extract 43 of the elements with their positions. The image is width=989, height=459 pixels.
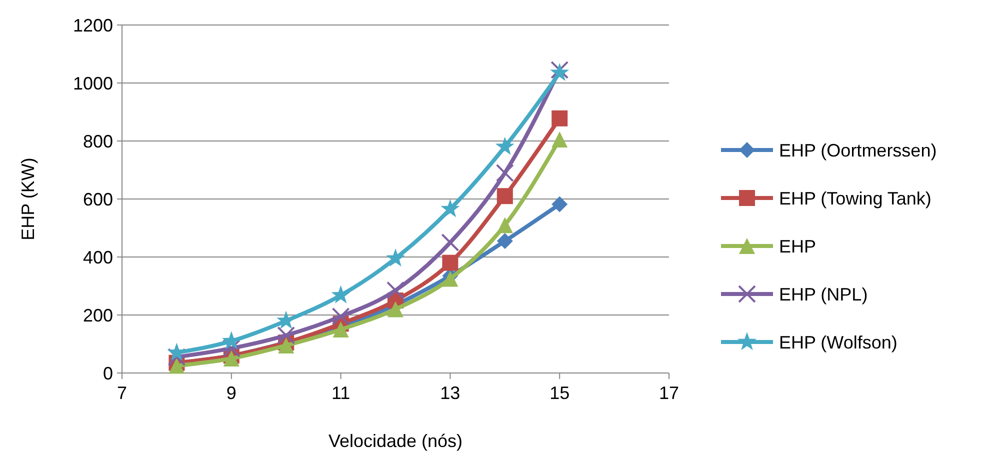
y-tick-label: 1200: [72, 15, 113, 36]
x-tick-label: 9: [226, 383, 236, 403]
point: [168, 348, 186, 366]
x-tick-label: 7: [116, 383, 128, 403]
legend-label: EHP (Towing Tank): [779, 188, 932, 208]
point: [552, 196, 568, 212]
x-tick-label: 17: [658, 383, 680, 403]
y-tick-label: 200: [82, 305, 113, 326]
point: [386, 281, 404, 300]
point: [168, 358, 185, 374]
legend-label: EHP (NPL): [779, 284, 868, 304]
point: [277, 326, 296, 344]
x-tick-label: 13: [440, 383, 460, 403]
legend-label: EHP (Oortmerssen): [779, 140, 937, 160]
point: [440, 199, 460, 218]
point: [552, 132, 568, 148]
point: [496, 164, 514, 182]
point: [441, 234, 460, 252]
point: [223, 350, 240, 366]
legend-label: EHP (Wolfson): [779, 332, 898, 352]
point: [332, 307, 350, 326]
point: [496, 217, 513, 234]
point: [332, 322, 349, 338]
point: [496, 233, 513, 250]
y-tick-label: 0: [102, 363, 113, 384]
y-tick-label: 1000: [72, 73, 113, 94]
point: [442, 254, 458, 271]
point: [222, 339, 240, 358]
point: [495, 136, 514, 155]
x-tick-label: 11: [331, 383, 350, 403]
point: [552, 110, 568, 126]
point: [388, 301, 404, 318]
y-axis-title: EHP (KW): [18, 158, 38, 240]
legend-label: EHP: [779, 236, 816, 256]
y-tick-label: 600: [82, 189, 113, 210]
point: [331, 285, 350, 304]
point: [442, 270, 458, 287]
x-tick-label: 15: [550, 383, 570, 403]
point: [386, 248, 406, 267]
y-tick-label: 400: [82, 247, 113, 268]
y-tick-label: 800: [82, 131, 113, 152]
point: [496, 188, 513, 204]
x-axis-title: Velocidade (nós): [328, 431, 463, 451]
